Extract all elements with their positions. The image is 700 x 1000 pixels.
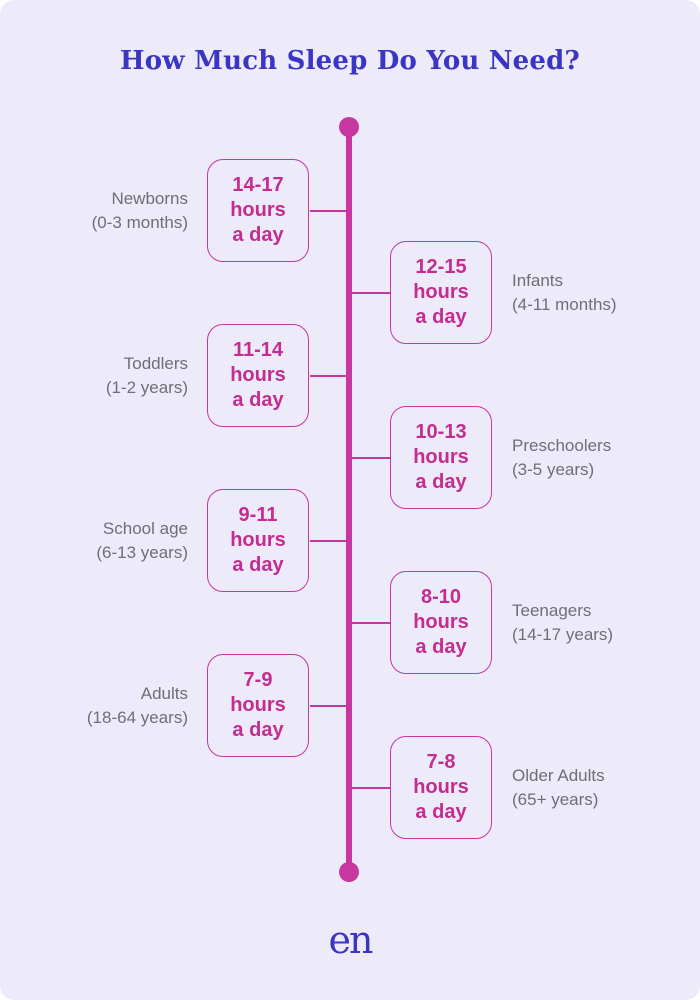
age-group-label: Older Adults (65+ years) <box>512 764 700 812</box>
age-group-label: School age (6-13 years) <box>0 517 188 565</box>
connector-line <box>310 210 346 212</box>
hours-unit-line2: a day <box>232 224 284 246</box>
hours-range: 7-9 <box>243 669 273 691</box>
age-group-name: Teenagers <box>512 601 592 620</box>
hours-box: 7-9 hours a day <box>207 654 309 757</box>
hours-box: 14-17 hours a day <box>207 159 309 262</box>
age-group-range: (14-17 years) <box>512 625 614 644</box>
hours-unit-line1: hours <box>230 694 286 716</box>
hours-box: 12-15 hours a day <box>390 241 492 344</box>
hours-unit-line2: a day <box>415 306 467 328</box>
connector-line <box>310 375 346 377</box>
hours-box: 10-13 hours a day <box>390 406 492 509</box>
age-group-name: Newborns <box>111 189 188 208</box>
hours-unit-line1: hours <box>230 364 286 386</box>
age-group-name: Adults <box>140 684 188 703</box>
brand-logo: en <box>328 918 374 962</box>
age-group-range: (1-2 years) <box>105 378 188 397</box>
age-group-label: Newborns (0-3 months) <box>0 187 188 235</box>
hours-range: 11-14 <box>232 339 284 361</box>
age-group-range: (65+ years) <box>512 790 599 809</box>
hours-unit-line1: hours <box>413 776 469 798</box>
age-group-name: Toddlers <box>123 354 188 373</box>
hours-range: 14-17 <box>232 174 284 196</box>
hours-unit-line2: a day <box>415 801 467 823</box>
age-group-name: Infants <box>512 271 564 290</box>
hours-unit-line1: hours <box>413 446 469 468</box>
connector-line <box>352 622 390 624</box>
hours-range: 12-15 <box>415 256 467 278</box>
page-title: How Much Sleep Do You Need? <box>120 46 580 76</box>
age-group-label: Adults (18-64 years) <box>0 682 188 730</box>
hours-unit-line1: hours <box>230 529 286 551</box>
hours-range: 7-8 <box>426 751 456 773</box>
hours-unit-line2: a day <box>415 636 467 658</box>
hours-box: 7-8 hours a day <box>390 736 492 839</box>
age-group-range: (3-5 years) <box>512 460 595 479</box>
connector-line <box>352 292 390 294</box>
connector-line <box>310 705 346 707</box>
hours-box: 11-14 hours a day <box>207 324 309 427</box>
age-group-label: Preschoolers (3-5 years) <box>512 434 700 482</box>
age-group-range: (4-11 months) <box>512 295 617 314</box>
hours-range: 10-13 <box>415 421 467 443</box>
age-group-name: Preschoolers <box>512 436 612 455</box>
connector-line <box>352 787 390 789</box>
timeline-end-dot <box>339 862 359 882</box>
hours-unit-line2: a day <box>232 554 284 576</box>
hours-unit-line2: a day <box>415 471 467 493</box>
hours-unit-line2: a day <box>232 389 284 411</box>
age-group-name: Older Adults <box>512 766 605 785</box>
hours-unit-line1: hours <box>230 199 286 221</box>
age-group-label: Infants (4-11 months) <box>512 269 700 317</box>
age-group-label: Toddlers (1-2 years) <box>0 352 188 400</box>
timeline-line <box>346 127 352 873</box>
timeline-start-dot <box>339 117 359 137</box>
hours-range: 9-11 <box>238 504 278 526</box>
age-group-label: Teenagers (14-17 years) <box>512 599 700 647</box>
age-group-name: School age <box>102 519 188 538</box>
hours-box: 8-10 hours a day <box>390 571 492 674</box>
age-group-range: (0-3 months) <box>91 213 188 232</box>
hours-unit-line1: hours <box>413 281 469 303</box>
hours-range: 8-10 <box>420 586 462 608</box>
hours-unit-line2: a day <box>232 719 284 741</box>
connector-line <box>352 457 390 459</box>
hours-unit-line1: hours <box>413 611 469 633</box>
connector-line <box>310 540 346 542</box>
age-group-range: (6-13 years) <box>96 543 188 562</box>
hours-box: 9-11 hours a day <box>207 489 309 592</box>
age-group-range: (18-64 years) <box>86 708 188 727</box>
